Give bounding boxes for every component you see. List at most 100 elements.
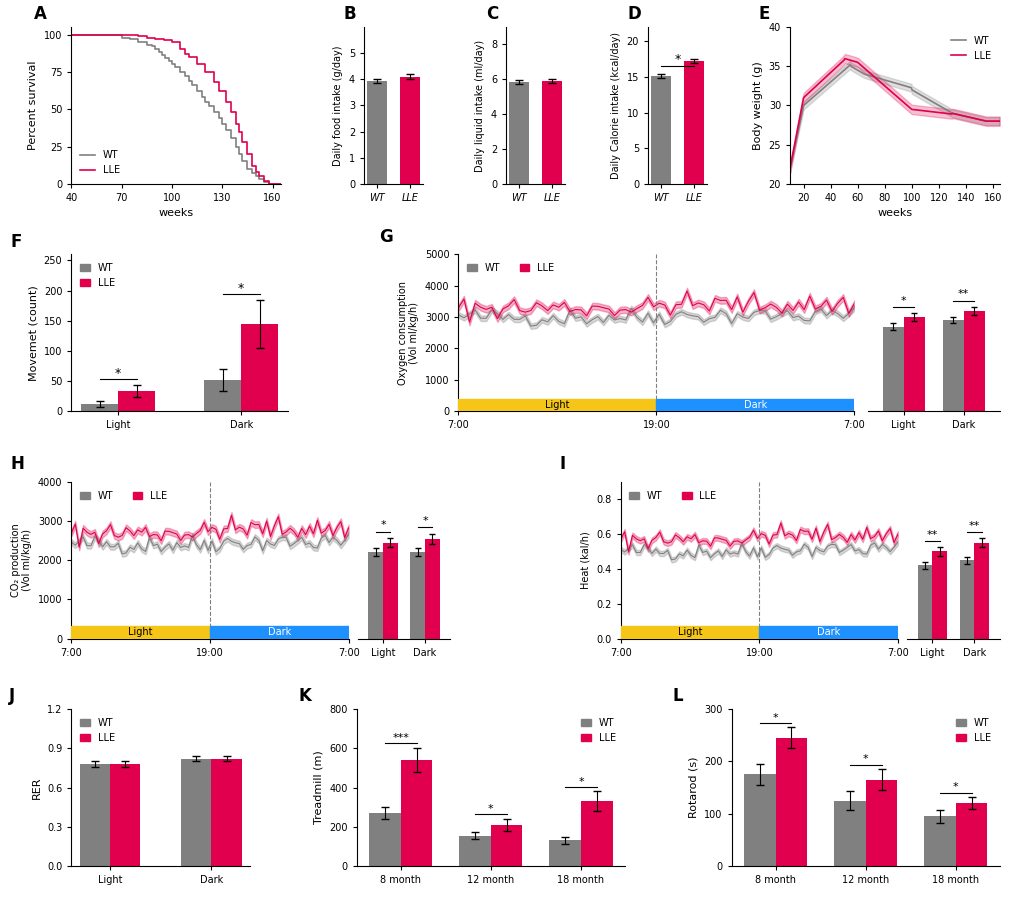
Text: *: *: [674, 53, 680, 67]
Text: *: *: [578, 777, 583, 787]
Bar: [458, 399, 656, 411]
LLE: [250, 167, 262, 178]
Text: K: K: [298, 687, 311, 705]
Bar: [459, 835, 490, 866]
Bar: [743, 775, 774, 866]
WT: [152, 47, 164, 58]
Bar: [881, 327, 903, 411]
LLE: [179, 49, 192, 60]
Text: *: *: [380, 520, 385, 530]
Legend: WT, LLE: WT, LLE: [625, 487, 719, 504]
WT: [229, 141, 242, 152]
Bar: [621, 626, 758, 639]
Bar: [368, 552, 383, 639]
WT: [99, 29, 111, 40]
Bar: [549, 841, 581, 866]
LLE: [269, 179, 281, 189]
Bar: [383, 542, 397, 639]
WT: [258, 177, 270, 188]
Text: Dark: Dark: [267, 627, 290, 638]
Bar: [684, 61, 703, 184]
Bar: [425, 538, 439, 639]
WT: [203, 101, 215, 112]
Y-axis label: Treadmill (m): Treadmill (m): [314, 750, 324, 824]
LLE: [208, 77, 220, 87]
WT: [166, 59, 178, 69]
Bar: [204, 380, 240, 411]
Bar: [542, 81, 561, 184]
Bar: [758, 626, 897, 639]
Bar: [369, 813, 400, 866]
LLE: [236, 136, 249, 147]
WT: [174, 67, 186, 78]
Bar: [774, 738, 806, 866]
Text: J: J: [9, 687, 15, 705]
LLE: [908, 105, 920, 115]
LLE: [191, 59, 203, 69]
Text: ***: ***: [392, 733, 409, 743]
Bar: [110, 764, 141, 866]
Text: **: **: [957, 290, 968, 299]
WT: [199, 97, 211, 107]
LLE: [242, 149, 254, 160]
Bar: [508, 82, 528, 184]
Text: Light: Light: [544, 400, 569, 410]
WT: [185, 80, 198, 91]
LLE: [219, 97, 231, 107]
Bar: [973, 543, 988, 639]
WT: [179, 71, 192, 82]
Text: Light: Light: [128, 627, 153, 638]
LLE: [132, 31, 145, 41]
WT: [162, 56, 174, 67]
Bar: [650, 77, 671, 184]
Text: A: A: [34, 5, 47, 23]
Bar: [865, 779, 897, 866]
LLE: [224, 106, 236, 117]
LLE: [213, 86, 225, 97]
WT: [182, 76, 195, 87]
WT: [141, 40, 153, 51]
WT: [784, 160, 796, 170]
Bar: [82, 404, 118, 411]
Legend: WT, LLE: WT, LLE: [76, 146, 123, 179]
LLE: [99, 29, 111, 40]
Y-axis label: Daily Calorie intake (kcal/day): Daily Calorie intake (kcal/day): [610, 32, 621, 179]
WT: [269, 179, 281, 189]
X-axis label: weeks: weeks: [158, 208, 194, 218]
Line: LLE: LLE: [790, 59, 999, 168]
LLE: [784, 162, 796, 173]
Bar: [410, 552, 425, 639]
LLE: [182, 51, 195, 62]
WT: [960, 111, 972, 122]
Bar: [942, 320, 963, 411]
WT: [191, 86, 203, 97]
WT: [149, 44, 161, 55]
WT: [246, 168, 258, 179]
LLE: [232, 126, 245, 137]
WT: [213, 113, 225, 124]
WT: [844, 60, 856, 70]
Bar: [656, 399, 854, 411]
Text: D: D: [627, 5, 641, 23]
Y-axis label: Daily liquid intake (ml/day): Daily liquid intake (ml/day): [475, 40, 485, 171]
WT: [216, 119, 228, 130]
WT: [253, 174, 265, 185]
Legend: WT, LLE: WT, LLE: [76, 259, 118, 292]
Bar: [79, 764, 110, 866]
LLE: [258, 176, 270, 187]
WT: [912, 88, 924, 99]
Text: *: *: [115, 367, 121, 381]
Legend: WT, LLE: WT, LLE: [76, 487, 171, 504]
WT: [250, 171, 262, 182]
Text: *: *: [772, 713, 777, 723]
Text: *: *: [422, 516, 427, 526]
WT: [263, 179, 275, 189]
WT: [208, 106, 220, 117]
Legend: WT, LLE: WT, LLE: [947, 32, 994, 65]
WT: [115, 32, 127, 43]
Bar: [490, 824, 522, 866]
LLE: [993, 115, 1005, 126]
WT: [156, 50, 168, 60]
LLE: [199, 67, 211, 78]
Bar: [931, 551, 947, 639]
